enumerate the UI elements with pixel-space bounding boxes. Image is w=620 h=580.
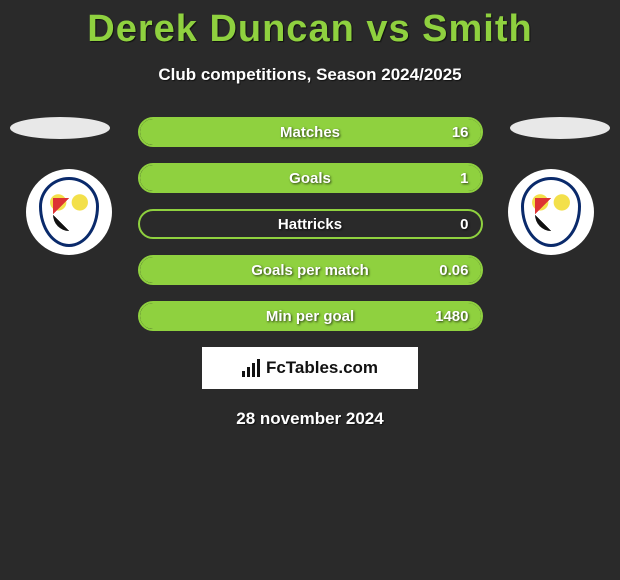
- stat-label: Goals: [140, 165, 481, 191]
- stat-value: 1480: [435, 303, 468, 329]
- stat-value: 16: [452, 119, 469, 145]
- stat-label: Hattricks: [140, 211, 481, 237]
- club-badge-left: [26, 169, 112, 255]
- stat-row-min-per-goal: Min per goal 1480: [138, 301, 483, 331]
- brand-text: FcTables.com: [266, 358, 378, 378]
- stat-row-goals-per-match: Goals per match 0.06: [138, 255, 483, 285]
- player-photo-left: [10, 117, 110, 139]
- stat-row-matches: Matches 16: [138, 117, 483, 147]
- player-photo-right: [510, 117, 610, 139]
- comparison-area: Matches 16 Goals 1 Hattricks 0 Goals per…: [0, 117, 620, 429]
- stat-row-goals: Goals 1: [138, 163, 483, 193]
- page-title: Derek Duncan vs Smith: [0, 0, 620, 51]
- wimbledon-crest-icon: [521, 177, 581, 247]
- stat-value: 1: [460, 165, 468, 191]
- stat-row-hattricks: Hattricks 0: [138, 209, 483, 239]
- brand-strip[interactable]: FcTables.com: [202, 347, 418, 389]
- club-badge-right: [508, 169, 594, 255]
- stat-label: Matches: [140, 119, 481, 145]
- stat-value: 0.06: [439, 257, 468, 283]
- stat-value: 0: [460, 211, 468, 237]
- bar-chart-icon: [242, 359, 260, 377]
- subtitle: Club competitions, Season 2024/2025: [0, 65, 620, 85]
- date-text: 28 november 2024: [0, 409, 620, 429]
- stat-label: Goals per match: [140, 257, 481, 283]
- stat-label: Min per goal: [140, 303, 481, 329]
- stats-list: Matches 16 Goals 1 Hattricks 0 Goals per…: [138, 117, 483, 331]
- wimbledon-crest-icon: [39, 177, 99, 247]
